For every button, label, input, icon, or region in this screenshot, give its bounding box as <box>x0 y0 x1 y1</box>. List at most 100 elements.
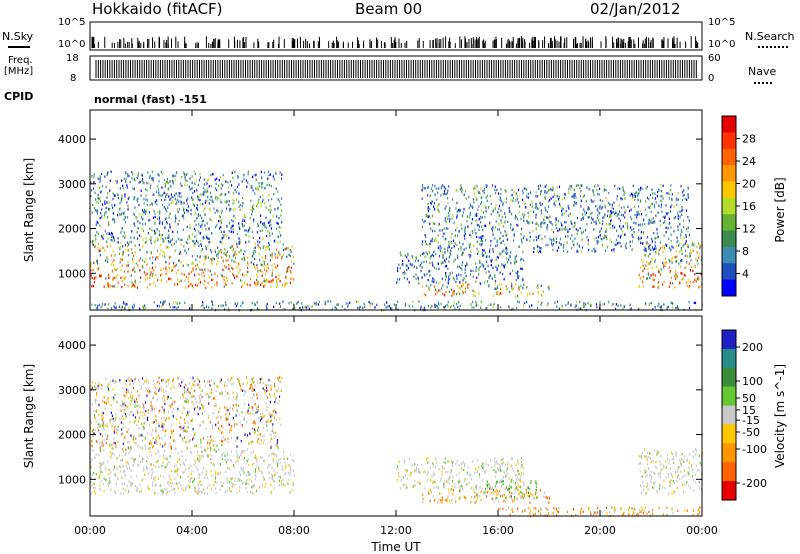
echo-cell <box>697 275 699 279</box>
echo-cell <box>435 281 438 284</box>
echo-cell <box>468 253 470 257</box>
echo-cell <box>265 424 268 427</box>
echo-cell <box>688 306 691 310</box>
echo-cell <box>237 459 239 462</box>
echo-cell <box>97 193 99 197</box>
echo-cell <box>178 481 180 485</box>
echo-cell <box>221 256 223 259</box>
echo-cell <box>642 269 644 273</box>
echo-cell <box>442 184 444 187</box>
echo-cell <box>574 193 576 196</box>
echo-cell <box>153 240 155 244</box>
echo-cell <box>252 485 254 489</box>
echo-cell <box>168 256 171 259</box>
echo-cell <box>518 288 520 291</box>
echo-cell <box>194 406 197 410</box>
echo-cell <box>515 271 517 275</box>
echo-cell <box>263 262 266 266</box>
echo-cell <box>686 281 688 284</box>
echo-cell <box>423 220 425 224</box>
echo-cell <box>134 179 136 182</box>
echo-cell <box>192 286 194 289</box>
echo-cell <box>192 417 194 421</box>
echo-cell <box>236 275 238 278</box>
echo-cell <box>581 231 583 234</box>
echo-cell <box>535 222 537 226</box>
echo-cell <box>425 293 427 297</box>
echo-cell <box>245 482 247 486</box>
echo-cell <box>107 273 110 277</box>
echo-cell <box>643 248 645 252</box>
echo-cell <box>199 268 201 271</box>
y-tick-label: 4000 <box>58 133 86 146</box>
echo-cell <box>108 201 110 204</box>
echo-cell <box>128 196 130 199</box>
echo-cell <box>535 191 537 194</box>
echo-cell <box>154 222 156 225</box>
echo-cell <box>603 236 605 240</box>
echo-cell <box>206 453 208 456</box>
echo-cell <box>439 248 441 251</box>
echo-cell <box>475 280 477 283</box>
echo-cell <box>645 214 647 217</box>
echo-cell <box>692 249 694 253</box>
echo-cell <box>143 210 145 214</box>
echo-cell <box>471 205 473 208</box>
echo-cell <box>179 397 182 400</box>
echo-cell <box>232 224 234 227</box>
echo-cell <box>544 195 546 199</box>
echo-cell <box>147 485 149 488</box>
echo-cell <box>102 460 104 464</box>
echo-cell <box>434 229 436 233</box>
echo-cell <box>220 219 222 222</box>
echo-cell <box>189 237 191 240</box>
echo-cell <box>249 283 251 287</box>
echo-cell <box>269 476 271 480</box>
echo-cell <box>124 307 126 310</box>
echo-cell <box>117 281 119 284</box>
echo-cell <box>138 434 140 437</box>
echo-cell <box>636 213 638 217</box>
echo-cell <box>180 252 182 255</box>
echo-cell <box>135 286 137 289</box>
echo-cell <box>573 201 576 204</box>
echo-cell <box>144 447 146 450</box>
echo-cell <box>214 187 217 190</box>
echo-cell <box>113 237 115 240</box>
echo-cell <box>165 466 167 469</box>
echo-cell <box>217 220 220 223</box>
echo-cell <box>610 209 612 213</box>
echo-cell <box>204 268 206 271</box>
echo-cell <box>542 290 544 293</box>
echo-cell <box>172 266 174 269</box>
echo-cell <box>192 376 194 379</box>
echo-cell <box>504 247 507 250</box>
echo-cell <box>617 187 619 190</box>
echo-cell <box>209 421 212 424</box>
echo-cell <box>347 302 349 306</box>
echo-cell <box>236 450 238 453</box>
echo-cell <box>90 274 92 277</box>
echo-cell <box>161 464 163 468</box>
echo-cell <box>140 257 142 260</box>
echo-cell <box>567 204 569 207</box>
echo-cell <box>664 215 666 218</box>
echo-cell <box>141 208 144 212</box>
echo-cell <box>521 239 523 243</box>
echo-cell <box>243 224 245 227</box>
echo-cell <box>575 228 577 231</box>
echo-cell <box>278 479 280 482</box>
date-title: 02/Jan/2012 <box>590 0 681 18</box>
echo-cell <box>657 235 659 239</box>
echo-cell <box>658 248 660 252</box>
echo-cell <box>476 184 478 188</box>
echo-cell <box>241 204 243 208</box>
echo-cell <box>275 266 277 269</box>
echo-cell <box>174 439 176 443</box>
echo-cell <box>456 302 458 306</box>
echo-cell <box>603 184 605 188</box>
echo-cell <box>480 187 482 191</box>
echo-cell <box>438 303 440 306</box>
echo-cell <box>555 241 557 244</box>
echo-cell <box>188 410 190 413</box>
